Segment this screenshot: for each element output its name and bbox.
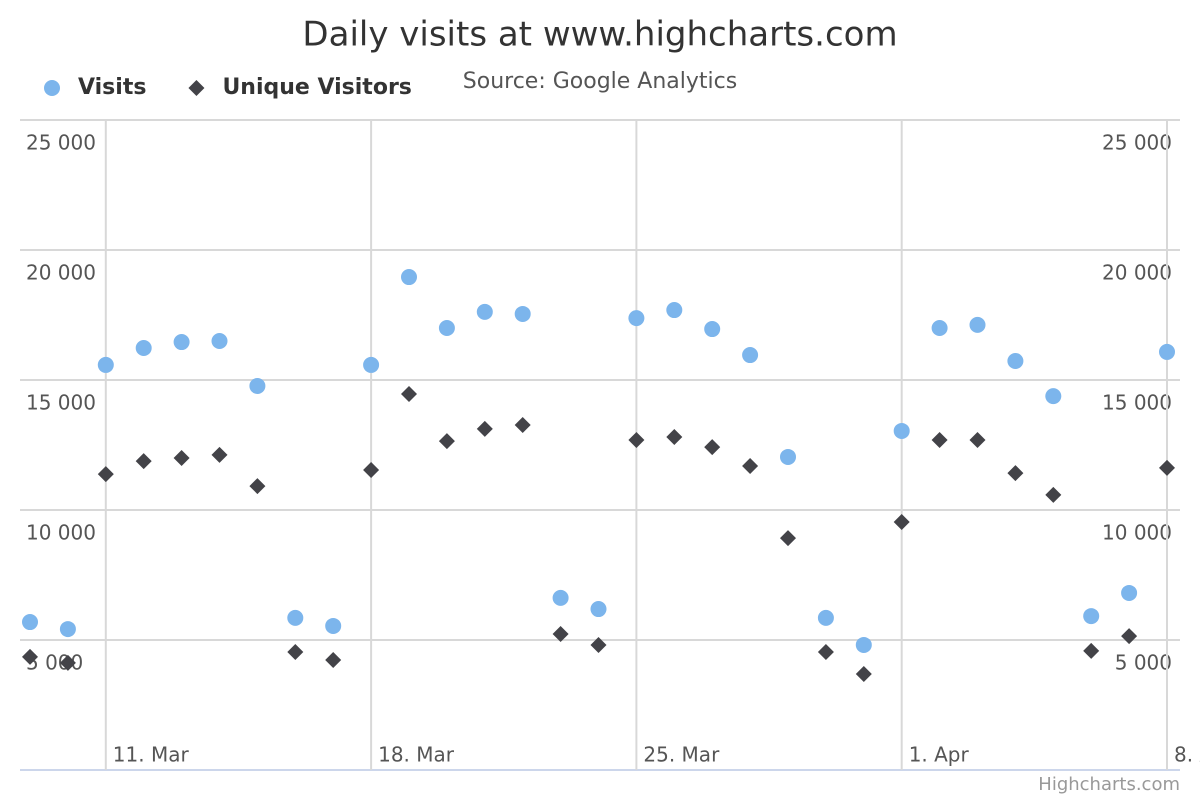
point <box>1159 459 1175 476</box>
point <box>893 513 910 530</box>
point <box>742 347 759 364</box>
point <box>666 302 683 319</box>
point <box>780 530 796 547</box>
point <box>1083 608 1100 625</box>
point <box>931 432 948 449</box>
point <box>401 386 417 403</box>
point <box>855 636 872 653</box>
x-tick-label: 18. Mar <box>378 743 455 767</box>
point <box>514 416 531 433</box>
y-tick-label: 25 000 <box>26 131 96 155</box>
point <box>1121 628 1138 645</box>
point <box>1121 584 1138 601</box>
point <box>476 420 493 437</box>
point <box>780 448 796 465</box>
point <box>552 589 569 606</box>
point <box>514 305 531 322</box>
y2-tick-label: 10 000 <box>1102 521 1172 545</box>
point <box>249 478 266 495</box>
point <box>1045 486 1062 503</box>
point <box>552 626 569 643</box>
point <box>97 356 114 373</box>
point <box>704 439 721 456</box>
point <box>666 428 683 445</box>
x-tick-label: 1. Apr <box>909 743 970 767</box>
point <box>287 643 304 660</box>
x-tick-label: 8. Apr <box>1174 743 1200 767</box>
point <box>817 643 834 660</box>
y-tick-label: 15 000 <box>26 391 96 415</box>
point <box>931 320 948 336</box>
point <box>817 609 834 626</box>
point <box>173 334 190 351</box>
y2-tick-label: 20 000 <box>1102 261 1172 285</box>
credits: Highcharts.com <box>1038 774 1180 795</box>
point <box>893 422 910 439</box>
point <box>476 303 493 320</box>
point <box>363 461 380 478</box>
legend-label[interactable]: Unique Visitors <box>222 75 411 100</box>
point <box>1007 353 1024 370</box>
point <box>1159 343 1175 360</box>
legend-symbol <box>188 80 205 96</box>
point <box>1007 465 1024 482</box>
legend-label[interactable]: Visits <box>78 75 146 100</box>
point <box>325 617 342 634</box>
point <box>969 432 986 449</box>
point <box>628 432 645 449</box>
point <box>22 614 38 631</box>
point <box>438 320 455 336</box>
y2-tick-label: 25 000 <box>1102 131 1172 155</box>
point <box>1045 388 1062 405</box>
point <box>173 450 190 466</box>
point <box>438 433 455 450</box>
point <box>325 652 342 669</box>
point <box>22 648 38 665</box>
x-tick-label: 11. Mar <box>113 743 190 767</box>
point <box>211 333 228 349</box>
point <box>401 269 417 286</box>
point <box>855 666 872 683</box>
point <box>287 609 304 626</box>
point <box>135 453 152 470</box>
point <box>1083 642 1100 659</box>
chart-subtitle: Source: Google Analytics <box>463 69 737 94</box>
legend-symbol <box>44 80 60 96</box>
point <box>969 316 986 333</box>
point <box>742 458 759 475</box>
point <box>59 654 76 671</box>
point <box>590 601 607 618</box>
point <box>590 636 607 653</box>
y2-tick-label: 5 000 <box>1115 651 1172 675</box>
point <box>704 321 721 338</box>
point <box>97 466 114 483</box>
point <box>211 446 228 463</box>
point <box>249 377 266 394</box>
y2-tick-label: 15 000 <box>1102 391 1172 415</box>
chart-title: Daily visits at www.highcharts.com <box>302 15 897 55</box>
point <box>628 310 645 327</box>
point <box>59 621 76 638</box>
point <box>363 356 380 373</box>
y-tick-label: 20 000 <box>26 261 96 285</box>
x-tick-label: 25. Mar <box>643 743 720 767</box>
y-tick-label: 10 000 <box>26 521 96 545</box>
point <box>135 340 152 357</box>
